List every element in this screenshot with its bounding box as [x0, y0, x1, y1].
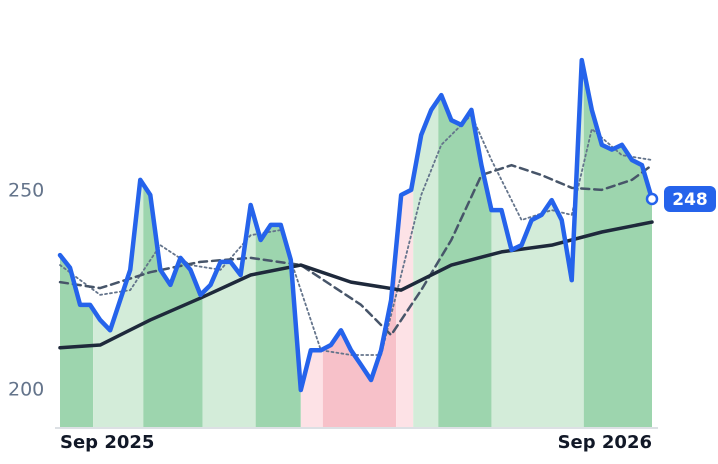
y-tick-label: 250 — [8, 180, 44, 202]
last-value-badge — [664, 185, 716, 212]
x-tick-label: Sep 2025 — [60, 432, 154, 453]
band-area — [413, 99, 439, 427]
y-tick-label: 200 — [8, 378, 44, 400]
band-area — [93, 179, 144, 427]
x-tick-label: Sep 2026 — [558, 432, 652, 453]
band-area — [143, 184, 203, 427]
band-area — [255, 222, 301, 427]
band-area — [60, 255, 94, 427]
band-area — [322, 247, 397, 427]
band-area — [491, 60, 584, 427]
band-area — [583, 70, 652, 427]
price-line — [57, 57, 655, 393]
band-area — [202, 204, 256, 427]
last-value-label: 248 — [672, 190, 708, 210]
moving-average-line — [58, 220, 654, 350]
last-point — [645, 192, 659, 206]
